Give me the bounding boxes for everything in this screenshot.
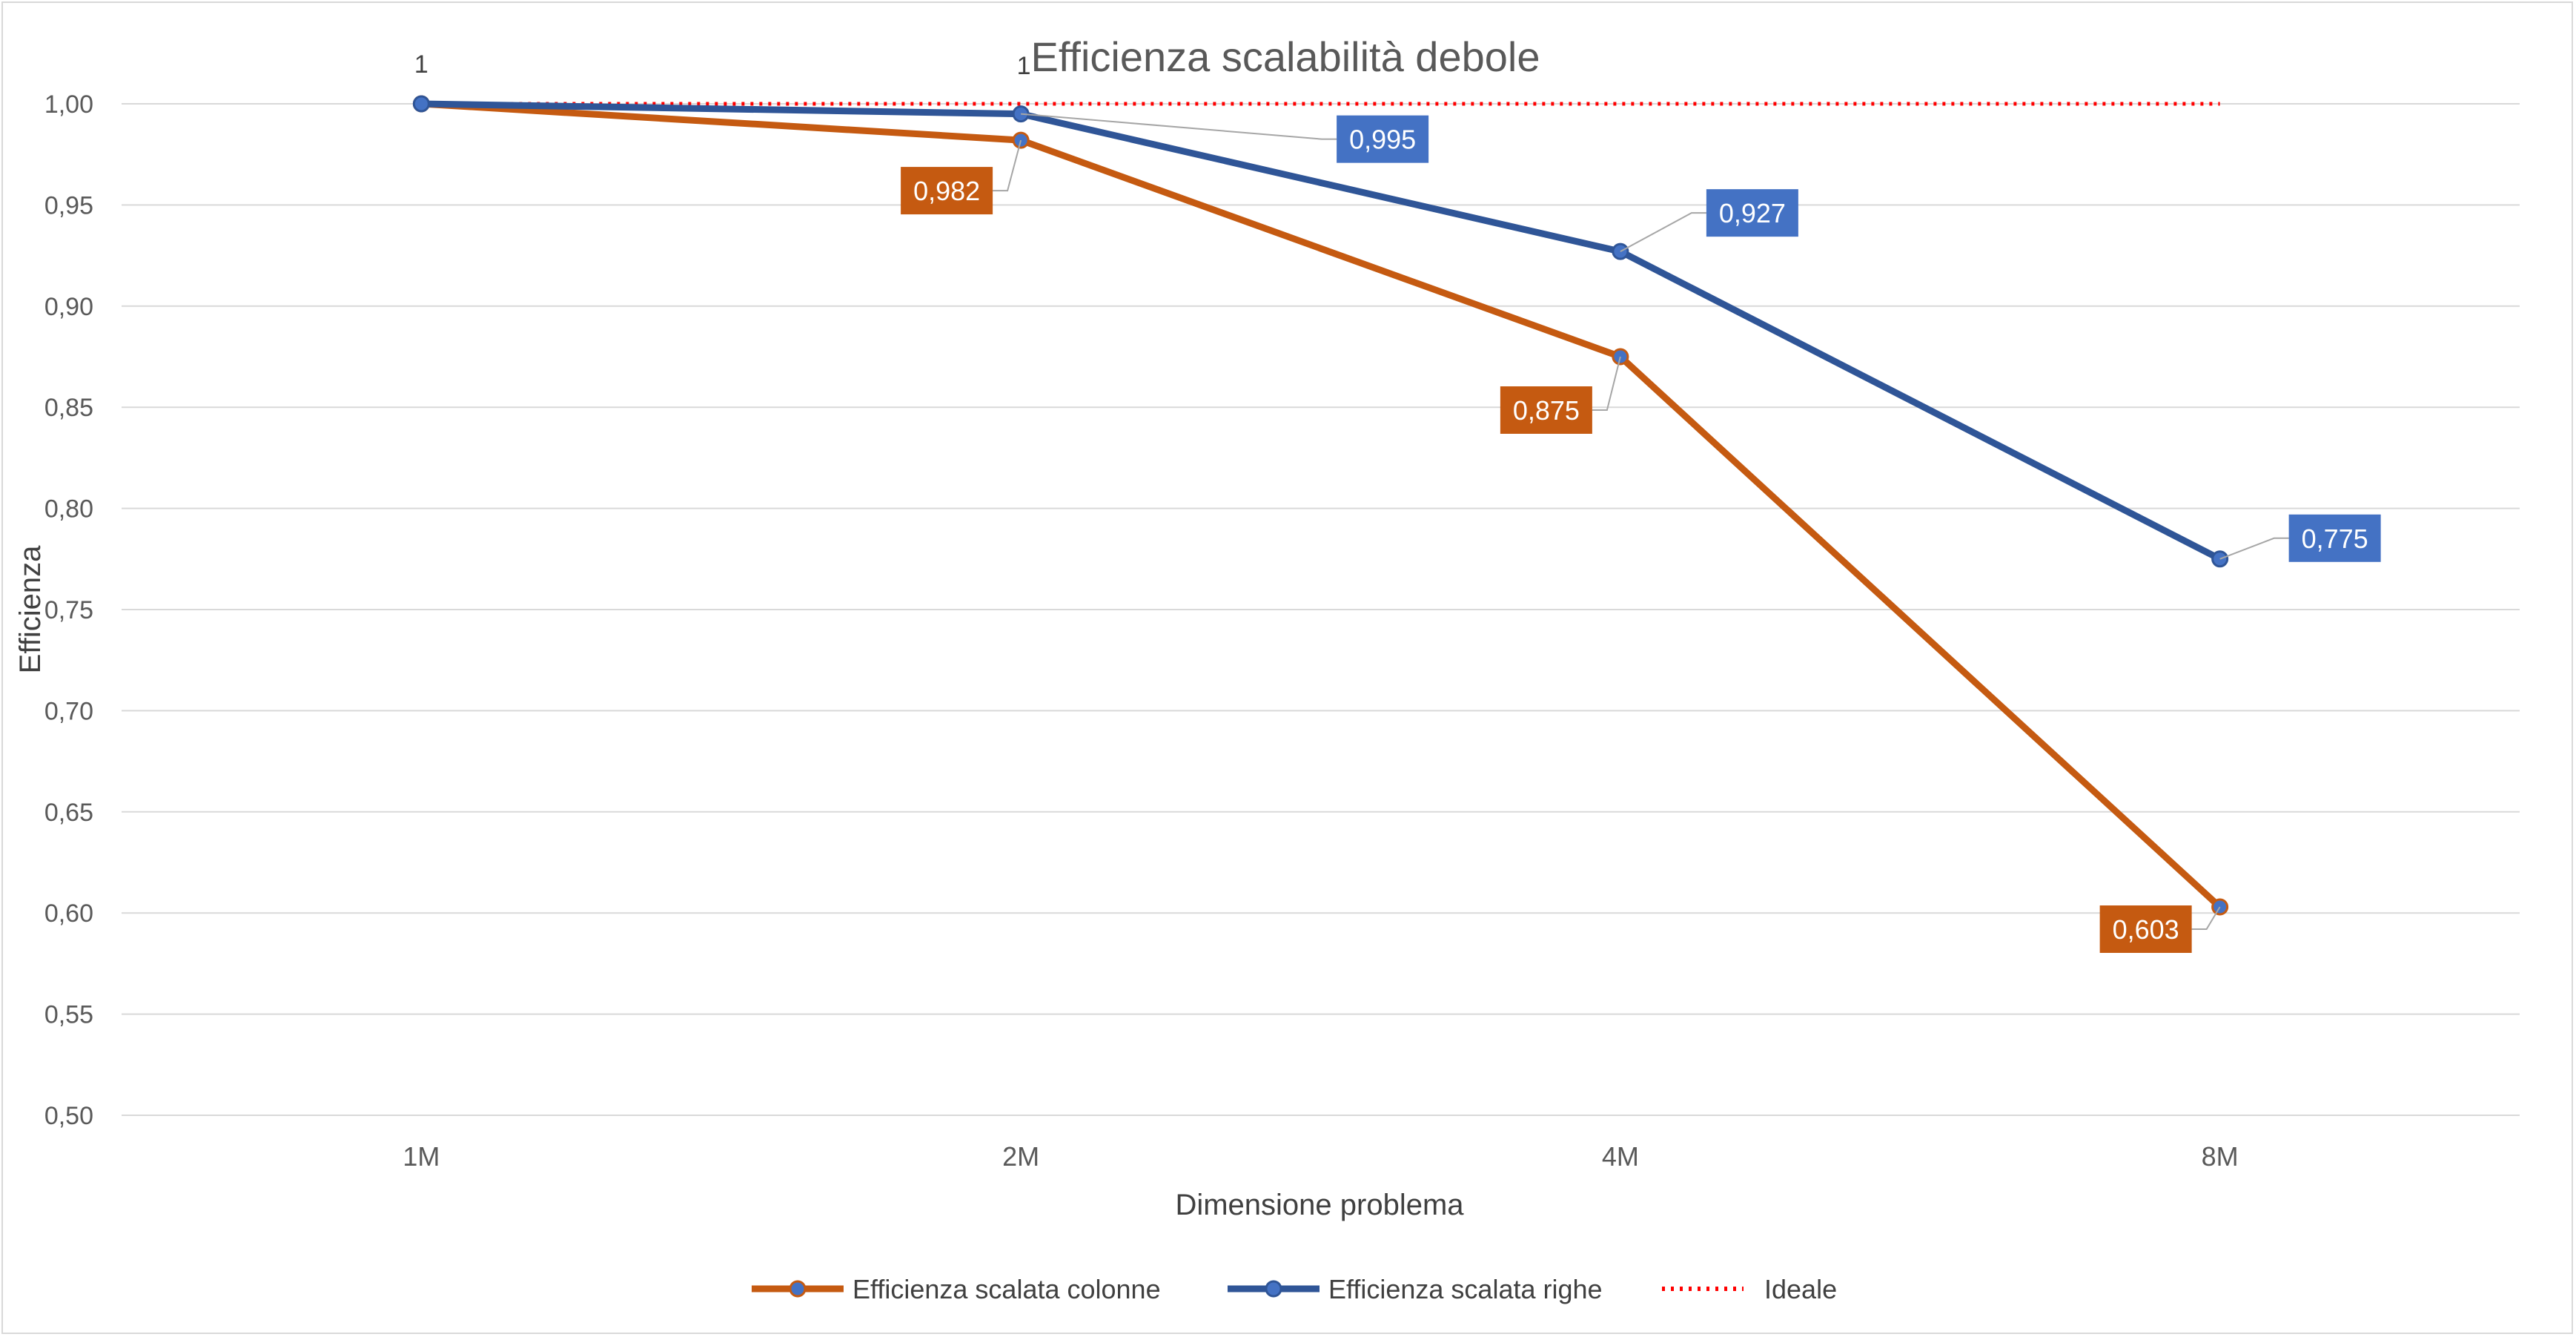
data-label: 1 <box>1017 52 1031 80</box>
data-label-box <box>2288 514 2381 562</box>
x-tick-label: 8M <box>2202 1141 2239 1172</box>
data-label-box <box>1500 386 1592 434</box>
data-label: 0,603 <box>2113 914 2179 945</box>
data-label: 0,927 <box>1719 198 1786 228</box>
label-leader-line <box>1592 356 1621 411</box>
series-line-0 <box>421 100 2222 910</box>
legend: Efficienza scalata colonne Efficienza sca… <box>752 1274 1837 1304</box>
data-label: 1 <box>414 50 428 79</box>
y-tick-label: 0,70 <box>44 697 93 725</box>
data-labels: 0,982 0,875 0,603 1 0,995 0,927 0,775 1 <box>414 50 2381 954</box>
y-tick-label: 0,65 <box>44 799 93 827</box>
data-label: 0,875 <box>1513 395 1580 426</box>
data-label: 0,982 <box>913 176 980 206</box>
x-axis-ticks: 1M 2M 4M 8M <box>403 1141 2238 1172</box>
legend-marker <box>1265 1280 1282 1298</box>
y-tick-label: 0,75 <box>44 596 93 624</box>
y-tick-label: 0,90 <box>44 293 93 321</box>
y-tick-label: 0,80 <box>44 495 93 524</box>
y-axis-ticks: 0,50 0,55 0,60 0,65 0,70 0,75 0,80 0,85 0,90 0,95… <box>44 90 93 1130</box>
line-chart: Efficienza scalabilità debole 0,500,550,… <box>14 33 2520 1304</box>
y-tick-label: 0,55 <box>44 1001 93 1029</box>
data-label-box <box>1706 189 1798 237</box>
data-label: 0,995 <box>1349 125 1416 155</box>
data-label-box <box>1337 115 1429 163</box>
x-tick-label: 2M <box>1002 1141 1039 1172</box>
series-line-1 <box>421 100 2222 562</box>
data-label: 0,775 <box>2302 524 2368 554</box>
chart-title: Efficienza scalabilità debole <box>1031 33 1540 80</box>
grid-lines <box>122 103 2520 1116</box>
label-leader-line <box>2191 906 2221 931</box>
label-leader-line <box>2219 537 2289 560</box>
x-axis-title: Dimensione problema <box>1175 1189 1464 1221</box>
y-tick-label: 0,60 <box>44 899 93 928</box>
legend-entry: Efficienza scalata righe <box>1328 1274 1603 1304</box>
label-leader-line <box>993 139 1022 192</box>
y-tick-label: 1,00 <box>44 90 93 119</box>
legend-entry: Ideale <box>1764 1274 1837 1304</box>
data-label-box <box>901 167 993 215</box>
data-label-box <box>2099 905 2192 954</box>
y-axis-title: Efficienza <box>14 545 47 673</box>
data-point <box>412 95 430 113</box>
y-tick-label: 0,95 <box>44 191 93 219</box>
y-tick-label: 0,85 <box>44 394 93 422</box>
label-leader-line <box>1021 113 1337 140</box>
x-tick-label: 4M <box>1602 1141 1639 1172</box>
series-group <box>412 95 2229 916</box>
legend-entry: Efficienza scalata colonne <box>852 1274 1161 1304</box>
y-tick-label: 0,50 <box>44 1102 93 1130</box>
label-leader-line <box>1620 212 1706 253</box>
legend-marker <box>789 1280 807 1298</box>
x-tick-label: 1M <box>403 1141 440 1172</box>
